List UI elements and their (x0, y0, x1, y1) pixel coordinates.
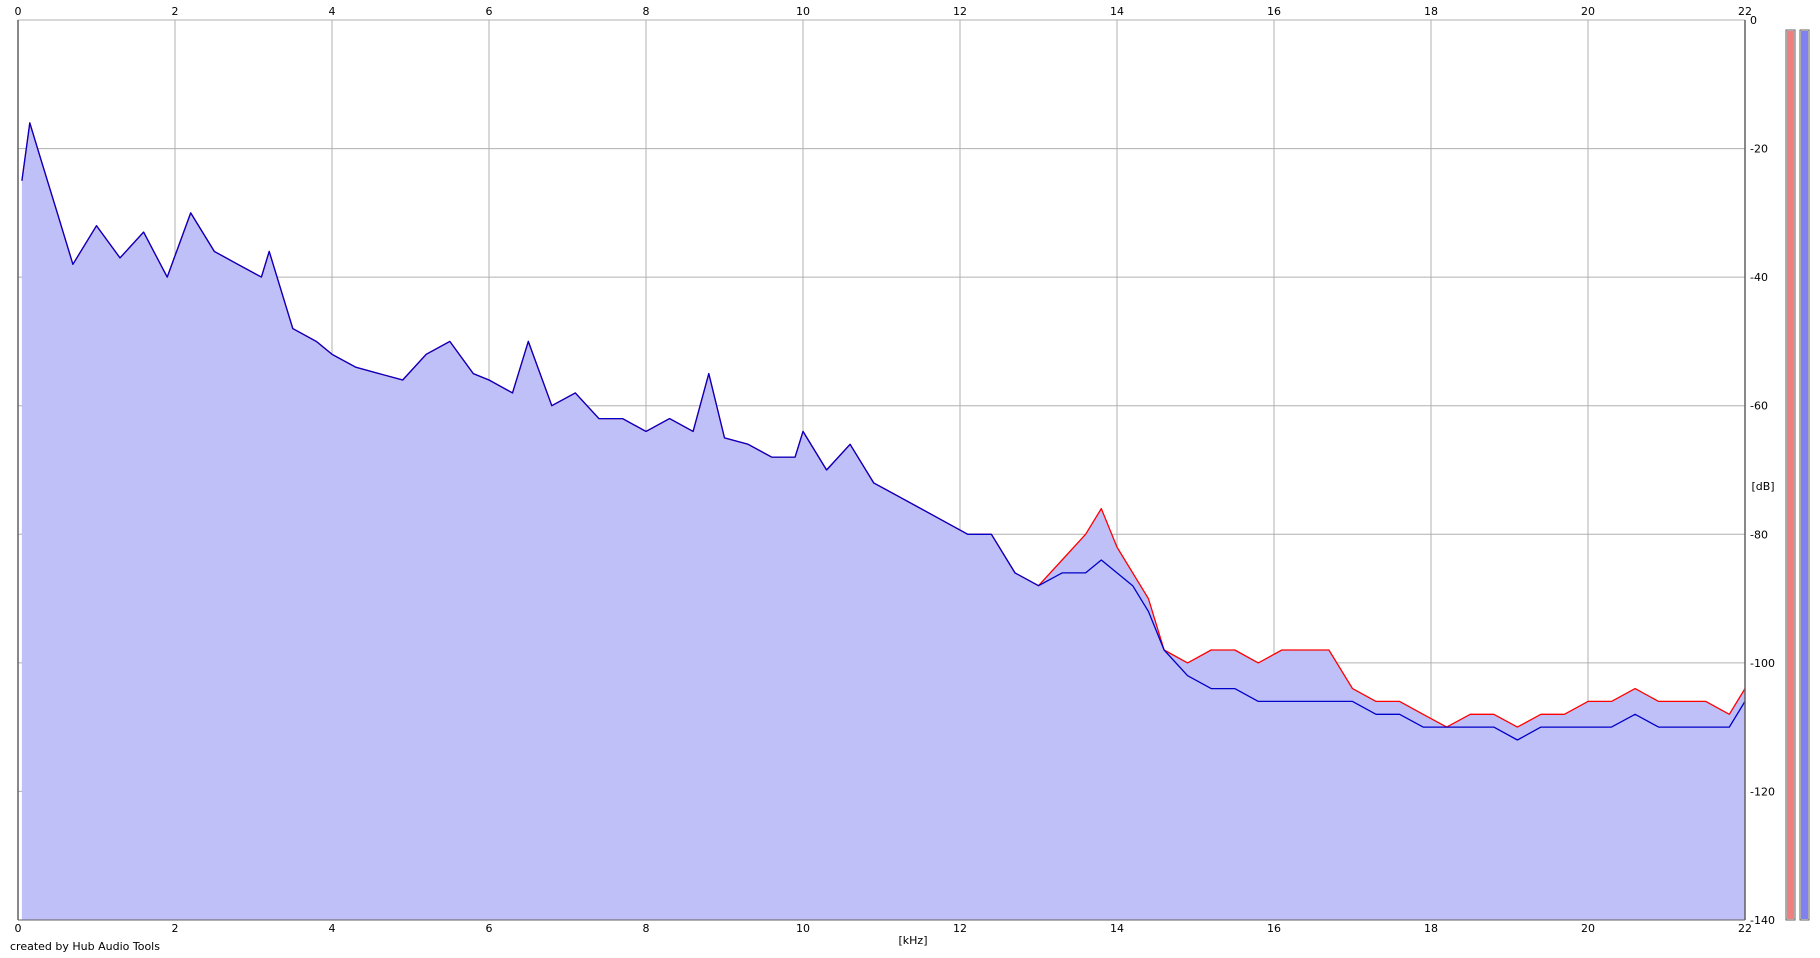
x-tick-bottom-11: 22 (1738, 922, 1752, 935)
y-tick-6: -120 (1750, 785, 1775, 798)
y-tick-3: -60 (1750, 400, 1768, 413)
x-tick-top-6: 12 (953, 5, 967, 18)
y-tick-1: -20 (1750, 143, 1768, 156)
spectrum-fill (21, 122, 1745, 920)
x-tick-bottom-4: 8 (643, 922, 650, 935)
x-tick-bottom-1: 2 (172, 922, 179, 935)
axes (17, 20, 1746, 921)
x-tick-top-8: 16 (1267, 5, 1281, 18)
x-ticks-bottom: 0 2 4 6 8 10 12 14 16 18 20 22 (15, 922, 1753, 935)
x-tick-top-0: 0 (15, 5, 22, 18)
x-tick-bottom-6: 12 (953, 922, 967, 935)
x-tick-top-7: 14 (1110, 5, 1124, 18)
x-tick-bottom-0: 0 (15, 922, 22, 935)
blue-series-line (21, 122, 1746, 741)
spectrum-area-fill (21, 122, 1745, 920)
x-tick-top-4: 8 (643, 5, 650, 18)
x-tick-bottom-5: 10 (796, 922, 810, 935)
y-tick-4: -80 (1750, 528, 1768, 541)
y-tick-7: -140 (1750, 914, 1775, 927)
x-tick-bottom-3: 6 (486, 922, 493, 935)
level-meter-fill-1 (1801, 31, 1808, 919)
x-tick-top-9: 18 (1424, 5, 1438, 18)
y-tick-2: -40 (1750, 271, 1768, 284)
credit-text: created by Hub Audio Tools (10, 940, 160, 953)
y-tick-0: 0 (1750, 14, 1757, 27)
x-tick-top-5: 10 (796, 5, 810, 18)
x-tick-bottom-9: 18 (1424, 922, 1438, 935)
level-meter-fill-0 (1787, 31, 1794, 919)
y-axis-label: [dB] (1751, 480, 1774, 493)
level-meters (1785, 29, 1810, 921)
x-ticks-top: 0 2 4 6 8 10 12 14 16 18 20 22 (15, 5, 1753, 18)
y-tick-5: -100 (1750, 657, 1775, 670)
x-tick-top-11: 22 (1738, 5, 1752, 18)
y-ticks: 0 -20 -40 -60 -80 -100 -120 -140 (1750, 14, 1775, 927)
x-tick-bottom-7: 14 (1110, 922, 1124, 935)
x-tick-top-1: 2 (172, 5, 179, 18)
x-tick-top-10: 20 (1581, 5, 1595, 18)
x-tick-bottom-8: 16 (1267, 922, 1281, 935)
x-tick-bottom-2: 4 (329, 922, 336, 935)
x-axis-label: [kHz] (899, 934, 928, 947)
x-tick-bottom-10: 20 (1581, 922, 1595, 935)
x-tick-top-2: 4 (329, 5, 336, 18)
series-layer (21, 122, 1746, 741)
x-tick-top-3: 6 (486, 5, 493, 18)
